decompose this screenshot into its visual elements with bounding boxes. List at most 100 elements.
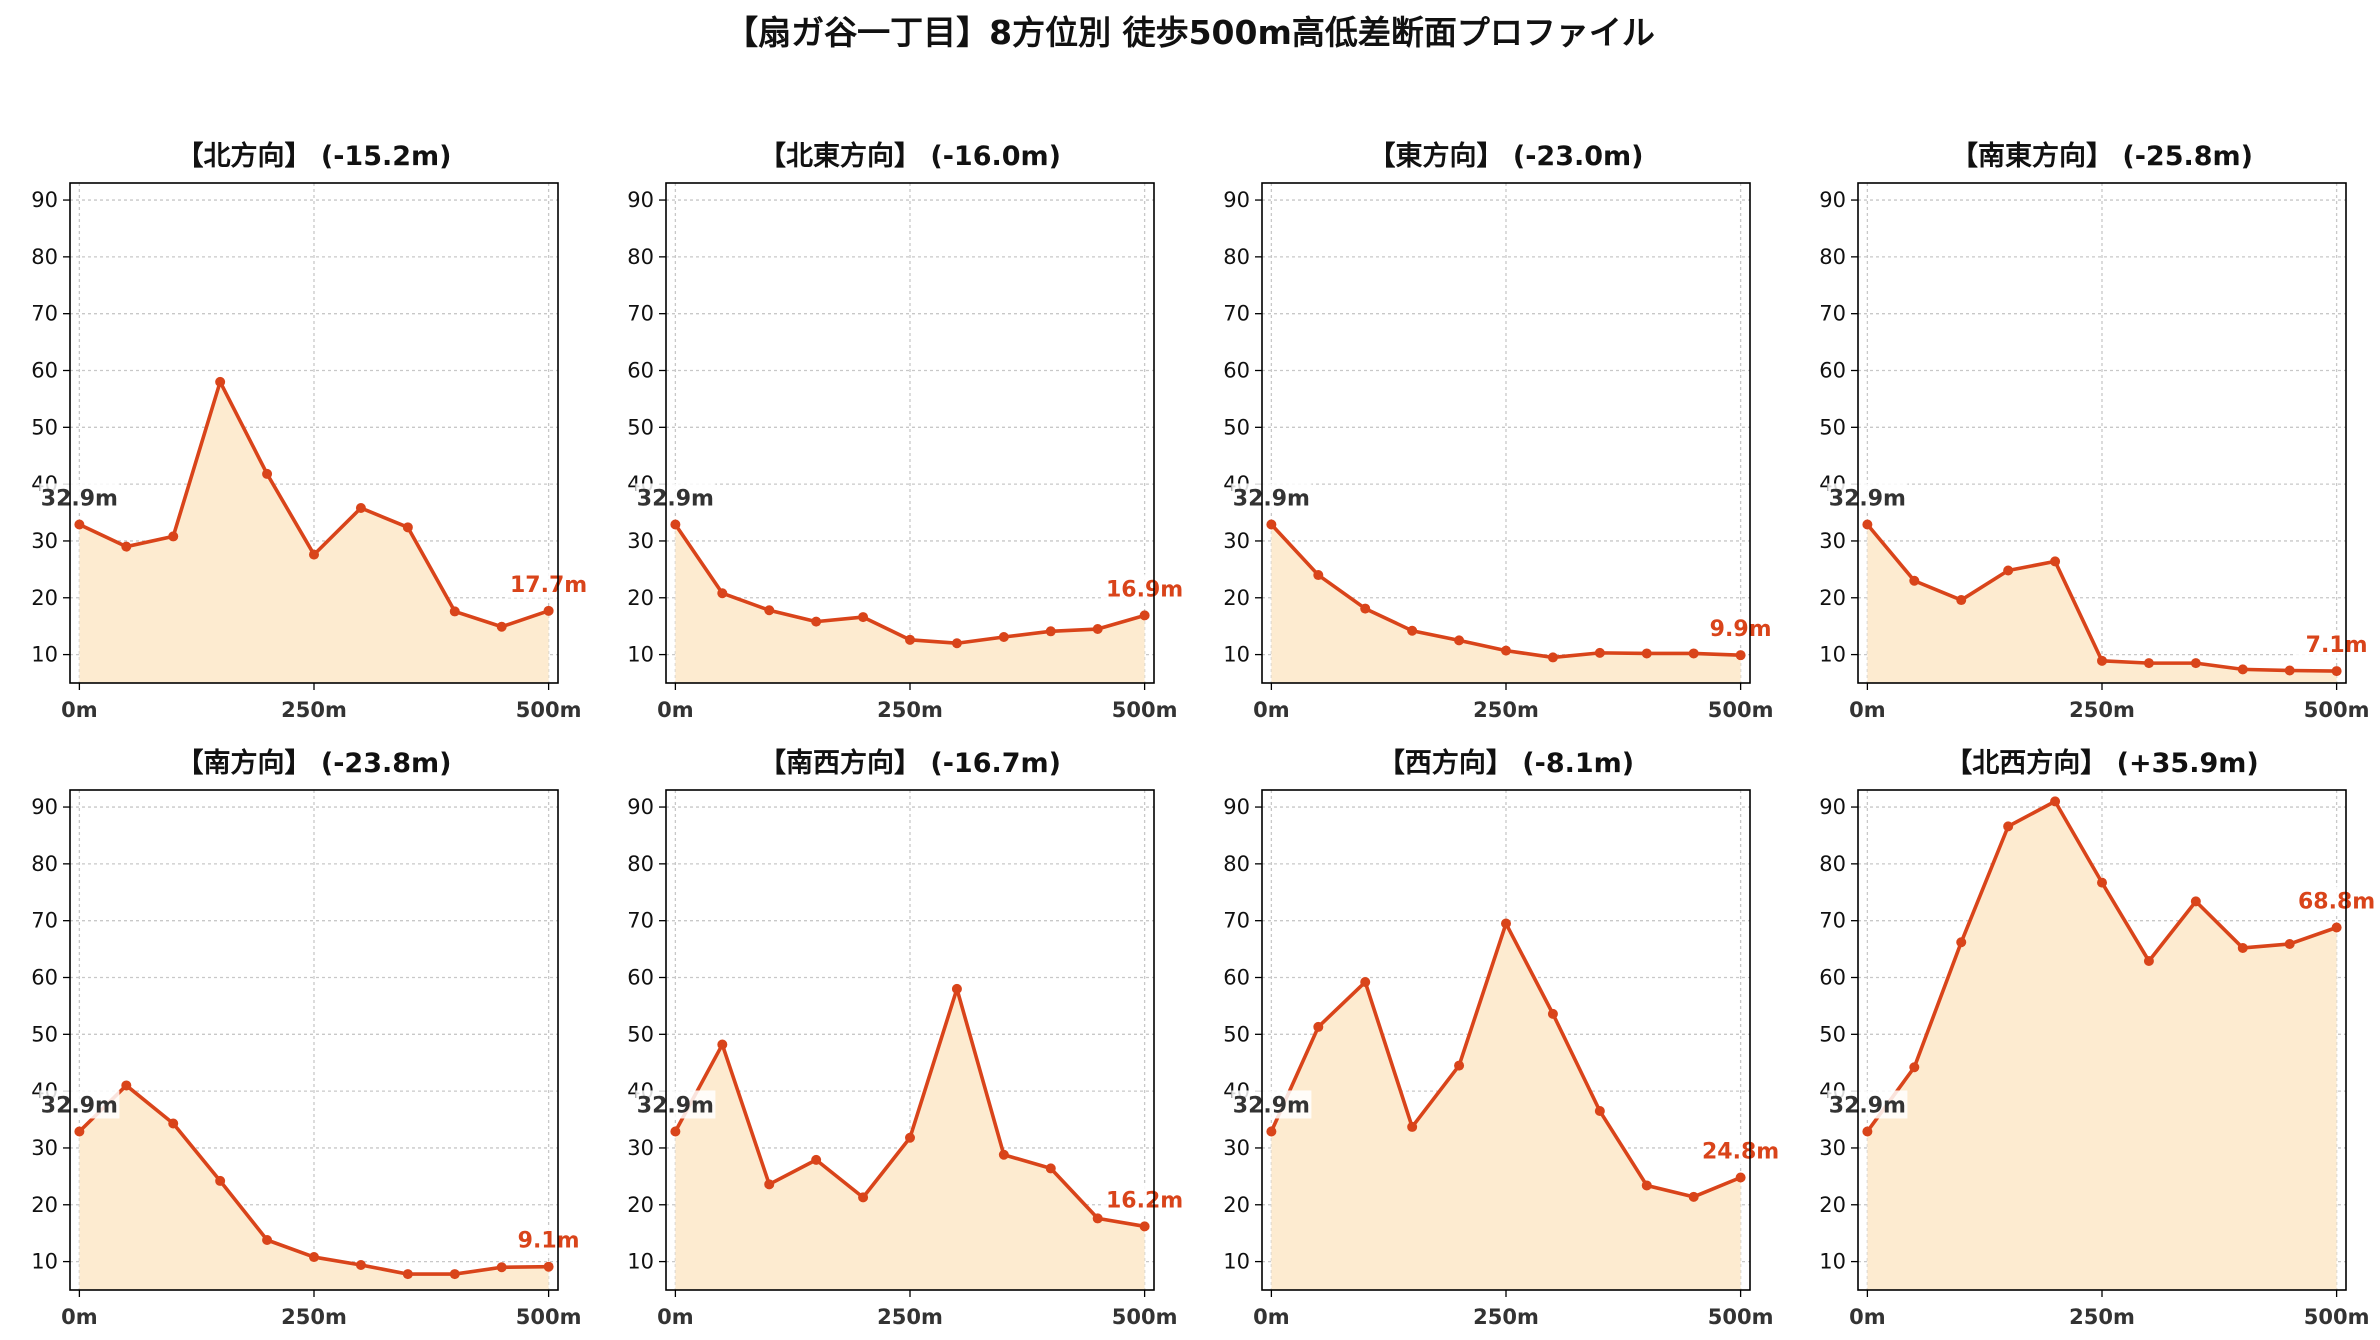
elevation-chart-1: 【北方向】 (-15.2m)1020304050607080900m250m50… xyxy=(31,140,591,722)
x-tick-label: 500m xyxy=(1112,698,1178,722)
data-point xyxy=(1547,1008,1558,1019)
data-point xyxy=(1045,626,1056,637)
data-point xyxy=(1139,610,1150,621)
data-point xyxy=(951,983,962,994)
x-tick-label: 250m xyxy=(281,698,347,722)
data-point xyxy=(1956,937,1967,948)
x-tick-label: 250m xyxy=(877,698,943,722)
y-tick-label: 70 xyxy=(1819,302,1846,326)
data-point xyxy=(1501,645,1511,656)
x-tick-label: 250m xyxy=(2069,1305,2135,1329)
y-tick-label: 10 xyxy=(1223,643,1250,667)
y-tick-label: 70 xyxy=(1223,909,1250,933)
data-point xyxy=(1266,1126,1277,1137)
y-tick-label: 50 xyxy=(31,1022,58,1046)
data-point xyxy=(1688,648,1699,659)
figure-title: 【扇ガ谷一丁目】8方位別 徒歩500m高低差断面プロファイル xyxy=(725,13,1655,52)
data-point xyxy=(1266,519,1277,530)
data-point xyxy=(1313,570,1324,581)
y-tick-label: 50 xyxy=(1223,1022,1250,1046)
y-tick-label: 80 xyxy=(31,852,58,876)
data-point xyxy=(670,519,681,530)
data-point xyxy=(905,634,915,645)
data-point xyxy=(74,1126,85,1137)
chart-title: 【南方向】 (-23.8m) xyxy=(176,747,451,779)
data-point xyxy=(2331,922,2342,933)
data-point xyxy=(811,1154,822,1165)
data-point xyxy=(543,605,554,616)
data-point xyxy=(449,606,460,617)
y-tick-label: 90 xyxy=(1223,188,1250,212)
data-point xyxy=(2237,942,2248,953)
x-tick-label: 500m xyxy=(1112,1305,1178,1329)
data-point xyxy=(1407,1121,1418,1132)
data-point xyxy=(2097,655,2107,666)
y-tick-label: 10 xyxy=(1819,643,1846,667)
start-label-bg xyxy=(635,1090,716,1119)
y-tick-label: 20 xyxy=(31,586,58,610)
data-point xyxy=(717,1039,728,1050)
y-tick-label: 80 xyxy=(627,245,654,269)
y-tick-label: 20 xyxy=(627,1193,654,1217)
y-tick-label: 50 xyxy=(31,415,58,439)
start-label: 32.9m xyxy=(1829,486,1906,511)
y-tick-label: 20 xyxy=(1819,1193,1846,1217)
data-point xyxy=(309,1252,319,1263)
elevation-chart-2: 【北東方向】 (-16.0m)1020304050607080900m250m5… xyxy=(627,140,1187,722)
chart-title: 【西方向】 (-8.1m) xyxy=(1378,747,1634,779)
y-tick-label: 80 xyxy=(1819,852,1846,876)
start-label-bg xyxy=(39,1090,120,1119)
data-point xyxy=(2190,658,2201,669)
data-point xyxy=(1454,635,1465,646)
start-label: 32.9m xyxy=(1233,486,1310,511)
data-point xyxy=(2284,938,2295,949)
y-tick-label: 60 xyxy=(1819,966,1846,990)
data-point xyxy=(168,1118,179,1129)
y-tick-label: 80 xyxy=(1819,245,1846,269)
start-label-bg xyxy=(1231,483,1312,512)
data-point xyxy=(2237,664,2248,675)
data-point xyxy=(2143,658,2154,669)
start-label: 32.9m xyxy=(637,1093,714,1118)
data-point xyxy=(2003,821,2014,832)
data-point xyxy=(1862,519,1873,530)
area-fill xyxy=(1271,524,1741,683)
x-tick-label: 0m xyxy=(1849,1305,1886,1329)
y-tick-label: 30 xyxy=(31,529,58,553)
axes-frame xyxy=(1261,182,1751,684)
y-tick-label: 90 xyxy=(1819,188,1846,212)
data-point xyxy=(309,549,319,560)
data-point xyxy=(496,621,507,632)
end-label-bg xyxy=(2294,630,2379,659)
y-tick-label: 30 xyxy=(627,1136,654,1160)
y-tick-label: 90 xyxy=(1223,795,1250,819)
y-tick-label: 30 xyxy=(1819,1136,1846,1160)
y-tick-label: 80 xyxy=(1223,852,1250,876)
chart-title: 【南西方向】 (-16.7m) xyxy=(759,747,1061,779)
y-tick-label: 60 xyxy=(31,966,58,990)
x-tick-label: 250m xyxy=(1473,698,1539,722)
end-label: 9.9m xyxy=(1710,617,1772,642)
y-tick-label: 90 xyxy=(31,188,58,212)
y-tick-label: 90 xyxy=(31,795,58,819)
x-tick-label: 500m xyxy=(516,1305,582,1329)
y-tick-label: 60 xyxy=(1819,359,1846,383)
y-tick-label: 50 xyxy=(627,1022,654,1046)
data-point xyxy=(74,519,85,530)
data-point xyxy=(355,503,366,513)
end-label-bg xyxy=(1102,574,1187,603)
y-tick-label: 70 xyxy=(627,302,654,326)
data-point xyxy=(1501,918,1511,929)
data-point xyxy=(355,1260,366,1270)
y-tick-label: 70 xyxy=(1819,909,1846,933)
end-label: 68.8m xyxy=(2298,890,2375,915)
y-tick-label: 30 xyxy=(31,1136,58,1160)
data-point xyxy=(2190,896,2201,907)
data-point xyxy=(1594,647,1605,658)
y-tick-label: 10 xyxy=(1819,1250,1846,1274)
x-tick-label: 0m xyxy=(657,698,694,722)
area-fill xyxy=(1867,801,2337,1290)
y-tick-label: 80 xyxy=(1223,245,1250,269)
data-point xyxy=(402,1269,413,1280)
